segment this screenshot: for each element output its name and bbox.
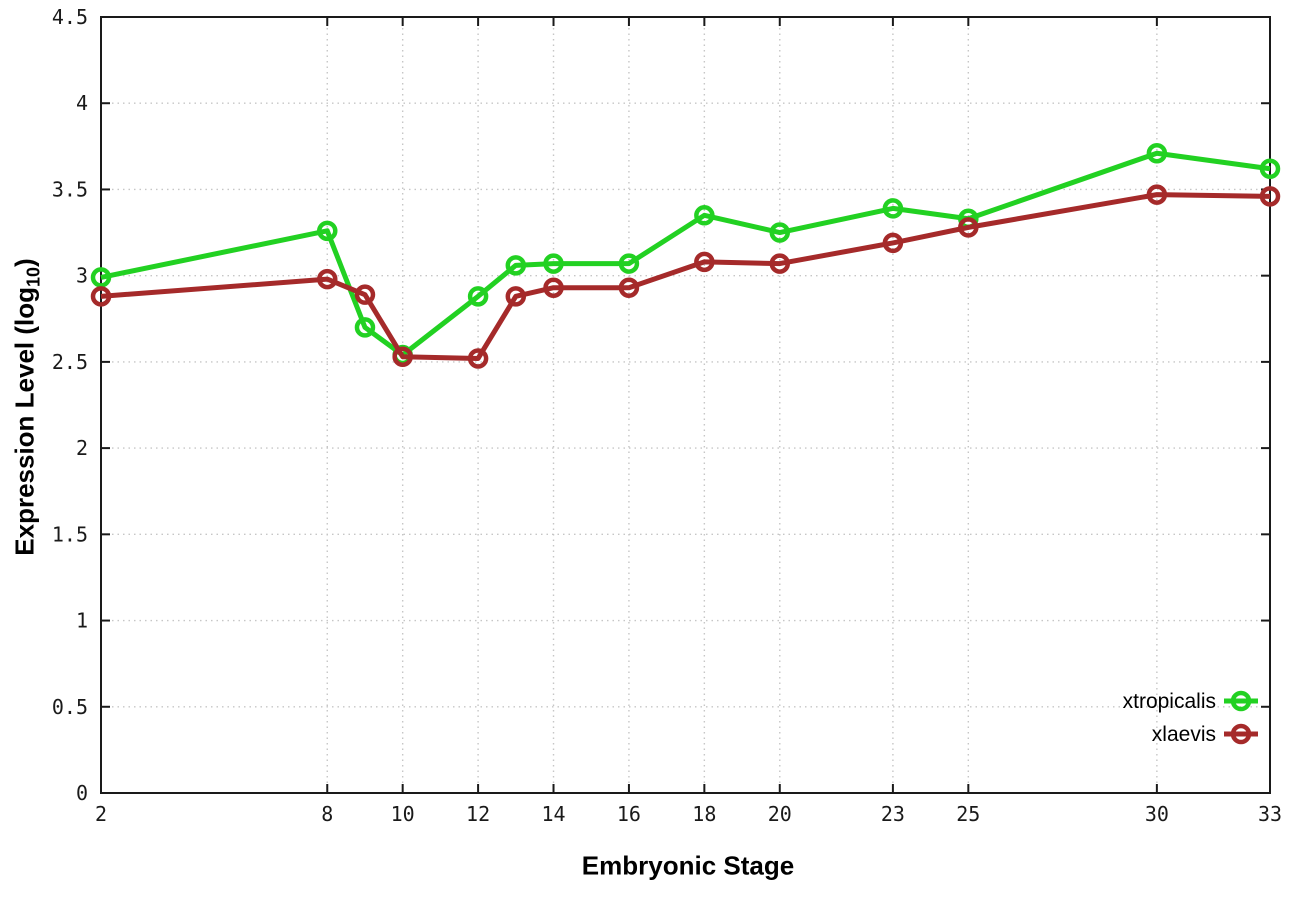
legend-marker-xlaevis xyxy=(1230,723,1252,745)
data-point-xtropicalis xyxy=(317,220,338,242)
y-tick-label: 2.5 xyxy=(52,350,88,374)
data-point-xtropicalis xyxy=(618,253,640,274)
data-point-xlaevis xyxy=(354,284,376,305)
data-point-xtropicalis xyxy=(505,255,527,276)
x-tick-label: 23 xyxy=(881,802,905,826)
data-point-xtropicalis xyxy=(882,198,904,219)
y-tick-label: 2 xyxy=(76,436,88,460)
x-tick-label: 20 xyxy=(768,802,792,826)
data-point-xtropicalis xyxy=(769,222,791,243)
y-axis-title-end: ) xyxy=(9,258,40,267)
x-tick-label: 33 xyxy=(1258,802,1282,826)
x-tick-label: 12 xyxy=(466,802,490,826)
data-point-xtropicalis xyxy=(543,253,564,274)
y-axis-title-main: Expression Level (log xyxy=(9,286,40,556)
y-tick-label: 4 xyxy=(76,91,88,115)
data-point-xlaevis xyxy=(1146,184,1168,205)
x-tick-label: 10 xyxy=(391,802,415,826)
plot-border xyxy=(100,16,1271,794)
data-point-xlaevis xyxy=(694,251,715,273)
data-point-xtropicalis xyxy=(694,205,715,226)
series-line-xlaevis xyxy=(100,192,1271,361)
y-tick-label: 4.5 xyxy=(52,5,88,29)
series-line-xtropicalis xyxy=(100,150,1271,358)
data-point-xlaevis xyxy=(543,277,564,298)
data-point-xlaevis xyxy=(882,232,904,254)
y-tick-label: 3.5 xyxy=(52,177,88,201)
legend-label-xtropicalis: xtropicalis xyxy=(1123,690,1216,713)
y-tick-label: 3 xyxy=(76,264,88,288)
x-tick-label: 8 xyxy=(321,802,333,826)
y-tick-label: 0.5 xyxy=(52,695,88,719)
y-axis-title: Expression Level (log10) xyxy=(10,258,45,555)
x-tick-label: 14 xyxy=(541,802,565,826)
data-point-xlaevis xyxy=(958,217,979,238)
x-tick-label: 2 xyxy=(95,802,107,826)
y-tick-label: 1.5 xyxy=(52,522,88,546)
data-point-xlaevis xyxy=(392,346,413,367)
data-point-xtropicalis xyxy=(90,267,112,288)
legend-marker-xtropicalis xyxy=(1230,690,1252,712)
data-point-xlaevis xyxy=(618,277,640,298)
x-tick-label: 30 xyxy=(1145,802,1169,826)
legend-label-xlaevis: xlaevis xyxy=(1152,723,1216,746)
data-point-xlaevis xyxy=(467,348,489,369)
x-axis-title: Embryonic Stage xyxy=(581,850,795,881)
data-point-xlaevis xyxy=(769,253,791,274)
y-tick-label: 1 xyxy=(76,609,88,633)
data-point-xtropicalis xyxy=(1146,142,1168,164)
data-point-xlaevis xyxy=(505,286,527,307)
data-point-xlaevis xyxy=(317,268,338,290)
x-tick-label: 25 xyxy=(956,802,980,826)
data-point-xtropicalis xyxy=(1259,158,1281,180)
data-point-xtropicalis xyxy=(354,317,376,338)
y-axis-title-subscript: 10 xyxy=(23,266,44,287)
y-tick-label: 0 xyxy=(76,781,88,805)
x-tick-label: 18 xyxy=(692,802,716,826)
data-point-xtropicalis xyxy=(467,286,489,307)
data-point-xlaevis xyxy=(1259,186,1281,207)
data-point-xlaevis xyxy=(90,286,112,307)
x-tick-label: 16 xyxy=(617,802,641,826)
